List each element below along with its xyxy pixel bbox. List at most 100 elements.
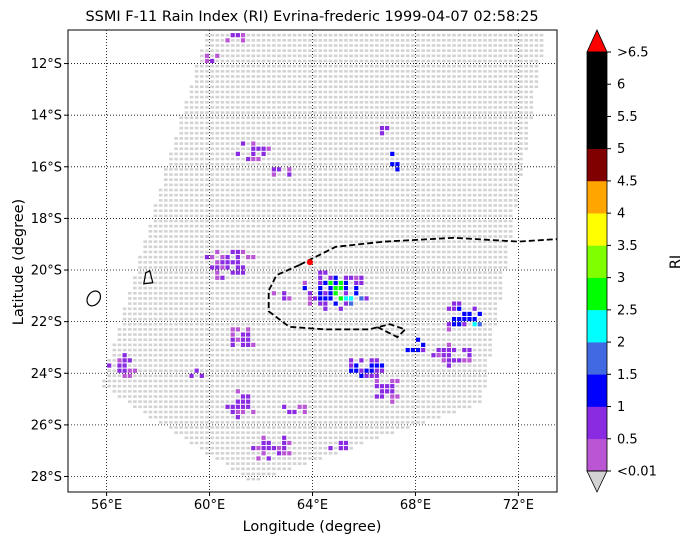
- rain-pixel: [235, 260, 240, 265]
- rain-pixel: [240, 337, 246, 342]
- rain-pixel: [282, 296, 287, 301]
- colorbar-under-triangle: [586, 470, 608, 493]
- rain-pixel: [240, 270, 246, 275]
- rain-pixel: [318, 286, 323, 291]
- rain-pixel: [287, 409, 292, 415]
- rain-pixel: [390, 162, 395, 167]
- rain-pixel: [215, 275, 220, 280]
- colorbar-segment: [587, 116, 607, 149]
- rain-pixel: [354, 286, 359, 291]
- rain-pixel: [472, 316, 477, 322]
- rain-pixel: [230, 260, 235, 265]
- y-axis-ticks: 12°S 14°S 16°S 18°S 20°S 22°S 24°S 26°S 28°S: [31, 57, 68, 485]
- rain-pixel: [302, 286, 307, 291]
- rain-pixel: [451, 301, 457, 306]
- rain-pixel: [369, 368, 374, 373]
- rain-pixel: [215, 53, 220, 58]
- rain-pixel: [477, 311, 482, 317]
- rain-pixel: [251, 342, 256, 347]
- rain-pixel: [240, 249, 246, 255]
- rain-pixel: [132, 368, 138, 373]
- rain-pixel: [451, 322, 457, 327]
- rain-pixel: [379, 363, 385, 368]
- rain-pixel: [312, 296, 318, 301]
- rain-pixel: [457, 322, 462, 327]
- rain-pixel: [369, 373, 374, 378]
- y-tick-label: 22°S: [31, 315, 62, 330]
- colorbar-frame: [586, 51, 608, 472]
- rain-pixel: [451, 347, 457, 353]
- rain-pixel: [220, 255, 225, 260]
- rain-pixel: [230, 337, 235, 342]
- track-line: [299, 236, 557, 266]
- rain-pixel: [379, 368, 385, 373]
- rain-pixel: [271, 172, 276, 177]
- rain-pixel: [240, 409, 246, 415]
- rain-pixel: [282, 440, 287, 446]
- rain-pixel: [328, 280, 333, 286]
- rain-pixel: [451, 306, 457, 311]
- rain-pixel: [307, 296, 313, 301]
- rain-pixel: [395, 167, 400, 172]
- rain-pixel: [256, 456, 261, 461]
- rain-pixel: [287, 440, 292, 446]
- rain-pixel: [266, 146, 271, 151]
- storm-center-marker: [306, 259, 313, 266]
- rain-pixel: [359, 373, 364, 378]
- rain-pixel: [246, 156, 251, 162]
- rain-pixel: [127, 358, 132, 363]
- x-axis-title: Longitude (degree): [243, 519, 382, 535]
- rain-pixel: [318, 270, 323, 275]
- rain-pixel: [266, 446, 271, 451]
- rain-pixel: [364, 296, 369, 301]
- colorbar-segment: [587, 180, 607, 214]
- rain-pixel: [343, 286, 349, 291]
- rain-pixel: [235, 270, 240, 275]
- rain-pixel: [343, 280, 349, 286]
- rain-pixel: [390, 151, 395, 156]
- rain-pixel: [395, 162, 400, 167]
- rain-pixel: [240, 38, 246, 43]
- rain-pixel: [194, 368, 199, 373]
- rain-pixel: [318, 296, 323, 301]
- colorbar-segment: [587, 277, 607, 311]
- rain-pixel: [446, 327, 452, 332]
- rain-pixel: [240, 342, 246, 347]
- rain-pixel: [441, 347, 446, 353]
- rain-pixel: [467, 316, 472, 322]
- colorbar-tick-label: <0.01: [617, 465, 657, 480]
- rain-pixel: [379, 389, 385, 394]
- rain-pixel: [431, 353, 436, 358]
- rain-pixel: [446, 363, 452, 368]
- rain-pixel: [410, 347, 415, 353]
- rain-pixel: [349, 358, 354, 363]
- rain-pixel: [225, 404, 230, 409]
- rain-pixel: [349, 296, 354, 301]
- rain-pixel: [359, 275, 364, 280]
- rain-pixel: [235, 404, 240, 409]
- rain-pixel: [457, 358, 462, 363]
- colorbar-segment: [587, 245, 607, 278]
- rain-pixel: [323, 291, 328, 296]
- rain-pixel: [385, 389, 390, 394]
- rain-pixel: [446, 322, 452, 327]
- rain-pixel: [405, 347, 410, 353]
- rain-pixel: [261, 435, 266, 440]
- rain-pixel: [390, 389, 395, 394]
- rain-pixel: [467, 347, 472, 353]
- rain-pixel: [287, 296, 292, 301]
- rain-pixel: [441, 353, 446, 358]
- rain-pixel: [256, 146, 261, 151]
- rain-pixel: [323, 280, 328, 286]
- colorbar: <0.01 0.5 1 1.5 2 2.5 3 3.5 4 4.5 5 5.5 6 >6.5: [586, 29, 657, 493]
- rain-pixel: [462, 322, 467, 327]
- rain-pixel: [287, 167, 292, 172]
- rain-pixel: [235, 327, 240, 332]
- rain-pixel: [318, 291, 323, 296]
- y-tick-label: 24°S: [31, 367, 62, 382]
- rain-pixel: [472, 306, 477, 311]
- rain-pixel: [230, 249, 235, 255]
- rain-pixel: [225, 265, 230, 270]
- colorbar-segment: [587, 374, 607, 407]
- rain-pixel: [385, 125, 390, 131]
